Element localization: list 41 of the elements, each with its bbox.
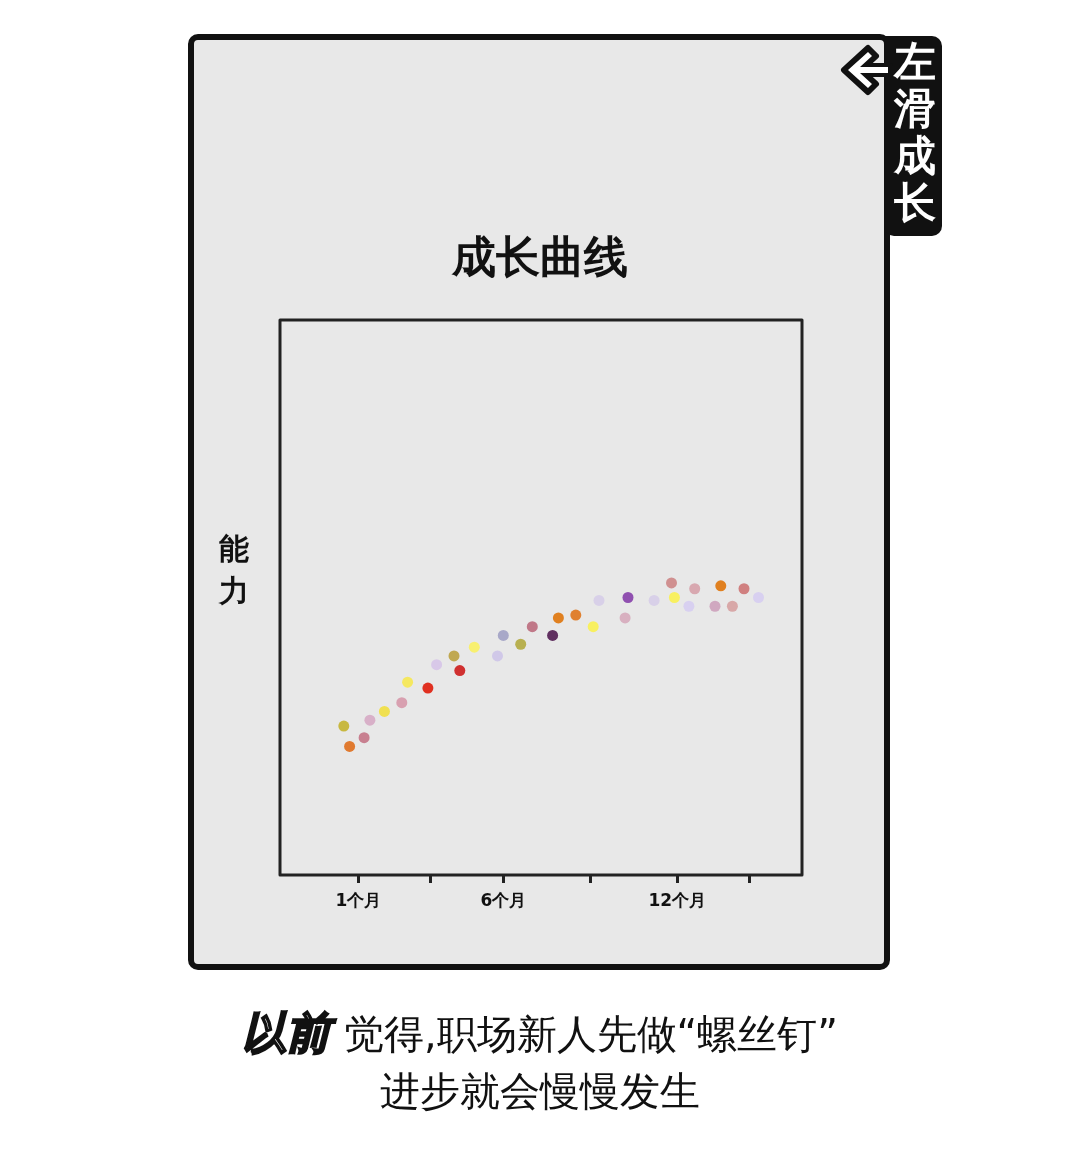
- x-tick-label: 12个月: [648, 889, 707, 910]
- point: [402, 676, 414, 688]
- point: [593, 594, 605, 606]
- point: [396, 697, 408, 709]
- point: [552, 612, 564, 624]
- point: [683, 600, 695, 612]
- y-axis-title: 能力: [218, 530, 250, 610]
- chart-title: 成长曲线: [451, 230, 629, 284]
- point: [364, 714, 376, 726]
- point: [468, 641, 480, 653]
- point: [526, 621, 538, 633]
- point: [431, 659, 443, 671]
- point: [515, 638, 527, 650]
- point: [738, 583, 750, 595]
- text: 觉得,职场新人先做“螺丝钉”: [343, 1011, 839, 1057]
- point: [344, 740, 356, 752]
- point: [689, 583, 701, 595]
- point: [648, 594, 660, 606]
- point: [668, 592, 680, 603]
- point: [338, 720, 350, 732]
- point: [497, 629, 509, 641]
- text: 进步就会慢慢发生: [379, 1067, 701, 1116]
- point: [570, 609, 582, 621]
- point: [587, 621, 599, 633]
- point: [726, 600, 738, 612]
- x-tick-label: 6个月: [480, 889, 527, 910]
- point: [358, 732, 370, 744]
- point: [709, 600, 721, 612]
- point: [454, 665, 466, 677]
- point: [422, 682, 434, 694]
- point: [715, 580, 727, 592]
- point: [378, 705, 390, 717]
- point: [448, 650, 460, 662]
- point: [492, 650, 503, 662]
- point: [753, 592, 764, 603]
- x-tick-label: 1个月: [335, 889, 382, 910]
- point: [547, 629, 559, 641]
- point: [666, 577, 677, 589]
- point: [619, 612, 631, 624]
- text: 左滑成长: [892, 37, 937, 227]
- point: [622, 592, 634, 603]
